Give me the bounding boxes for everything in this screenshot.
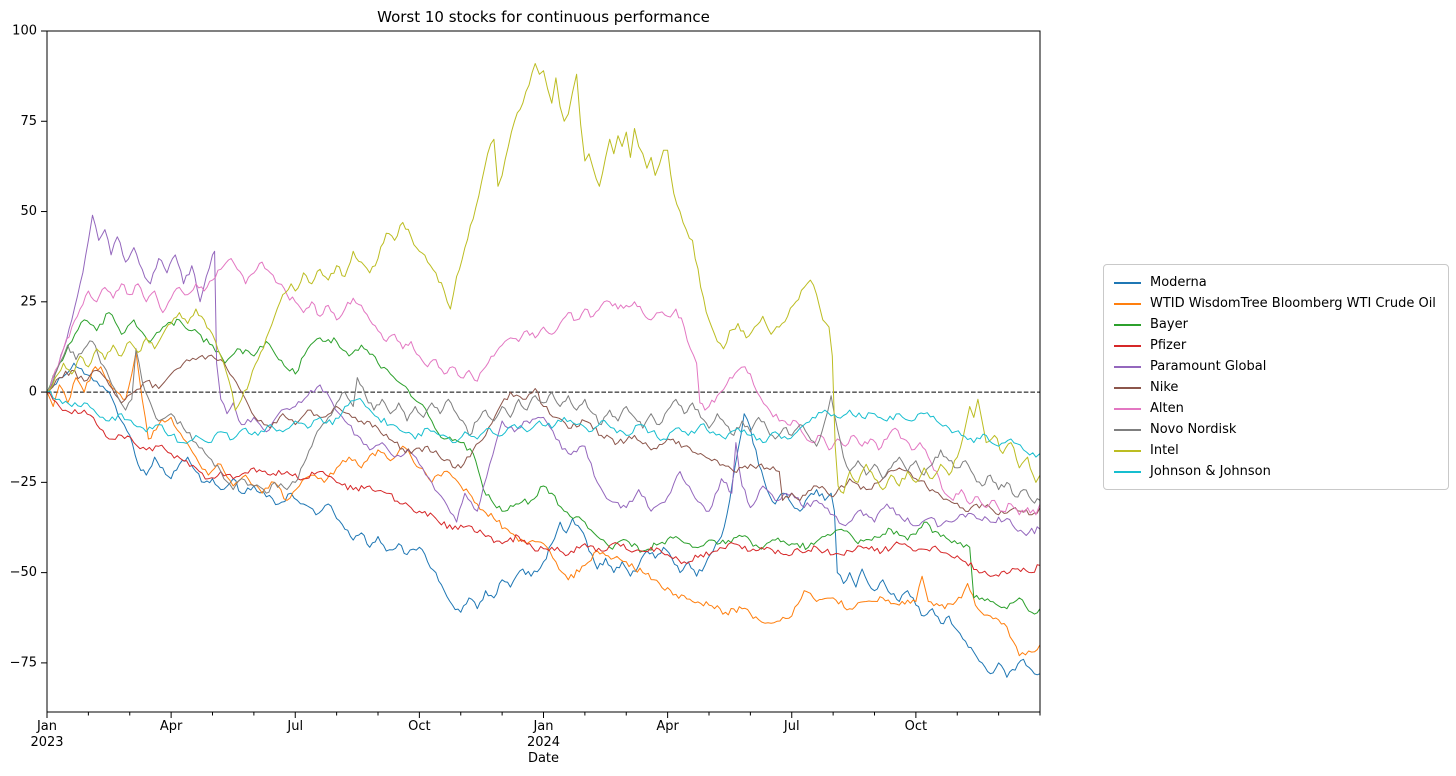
legend-item-moderna: Moderna (1114, 272, 1438, 293)
axes-frame (46, 30, 1041, 713)
legend-line-swatch (1114, 386, 1141, 389)
legend-line-swatch (1114, 302, 1141, 305)
x-tick-label: Apr (656, 719, 679, 734)
y-tick-label: −25 (10, 475, 37, 490)
legend-label: Novo Nordisk (1150, 422, 1237, 437)
x-tick-year-label: 2023 (30, 735, 63, 750)
x-tick-label: Jan (532, 719, 553, 734)
x-tick-label: Jan (36, 719, 57, 734)
legend-label: Nike (1150, 380, 1179, 395)
legend-item-novo-nordisk: Novo Nordisk (1114, 419, 1438, 440)
series-line-pfizer (47, 391, 1040, 577)
chart-title: Worst 10 stocks for continuous performan… (377, 8, 710, 26)
legend-label: Alten (1150, 401, 1184, 416)
x-tick-label: Oct (408, 719, 430, 734)
series-line-nike (47, 354, 1040, 516)
y-tick-label: 50 (20, 204, 37, 219)
legend-item-bayer: Bayer (1114, 314, 1438, 335)
y-tick-label: 0 (29, 385, 37, 400)
legend-line-swatch (1114, 428, 1141, 431)
x-tick-label: Apr (160, 719, 183, 734)
x-tick-label: Jul (783, 719, 800, 734)
y-tick-label: 75 (20, 114, 37, 129)
series-line-alten (47, 258, 1040, 516)
y-tick-label: −75 (10, 655, 37, 670)
y-tick-label: 25 (20, 294, 37, 309)
legend-item-intel: Intel (1114, 440, 1438, 461)
series-line-novo-nordisk (47, 340, 1040, 504)
legend-item-alten: Alten (1114, 398, 1438, 419)
legend-item-pfizer: Pfizer (1114, 335, 1438, 356)
legend-label: Johnson & Johnson (1150, 464, 1271, 479)
x-tick-year-label: 2024 (527, 735, 560, 750)
series-line-intel (47, 63, 1040, 494)
x-tick-label: Oct (905, 719, 927, 734)
x-axis-title: Date (527, 751, 560, 766)
legend-label: Bayer (1150, 317, 1188, 332)
legend-label: Pfizer (1150, 338, 1187, 353)
legend-item-nike: Nike (1114, 377, 1438, 398)
legend-label: WTID WisdomTree Bloomberg WTI Crude Oil (1150, 296, 1436, 311)
legend-label: Paramount Global (1150, 359, 1267, 374)
y-tick-label: −50 (10, 565, 37, 580)
series-line-moderna (47, 362, 1040, 678)
x-tick-label: Jul (286, 719, 303, 734)
series-line-paramount-global (47, 214, 1040, 536)
legend-item-wtid-wisdomtree-bloomberg-wti-crude-oil: WTID WisdomTree Bloomberg WTI Crude Oil (1114, 293, 1438, 314)
legend-label: Moderna (1150, 275, 1207, 290)
legend-line-swatch (1114, 365, 1141, 368)
legend-item-paramount-global: Paramount Global (1114, 356, 1438, 377)
legend: Moderna WTID WisdomTree Bloomberg WTI Cru… (1103, 264, 1449, 490)
series-line-wtid-wisdomtree-bloomberg-wti-crude-oil (47, 351, 1040, 657)
legend-item-johnson-johnson: Johnson & Johnson (1114, 461, 1438, 482)
legend-line-swatch (1114, 470, 1141, 473)
legend-line-swatch (1114, 449, 1141, 452)
series-line-johnson-johnson (47, 390, 1040, 458)
series-line-bayer (47, 312, 1040, 615)
legend-label: Intel (1150, 443, 1179, 458)
legend-line-swatch (1114, 344, 1141, 347)
legend-line-swatch (1114, 407, 1141, 410)
legend-line-swatch (1114, 281, 1141, 284)
legend-line-swatch (1114, 323, 1141, 326)
y-tick-label: 100 (12, 24, 37, 39)
